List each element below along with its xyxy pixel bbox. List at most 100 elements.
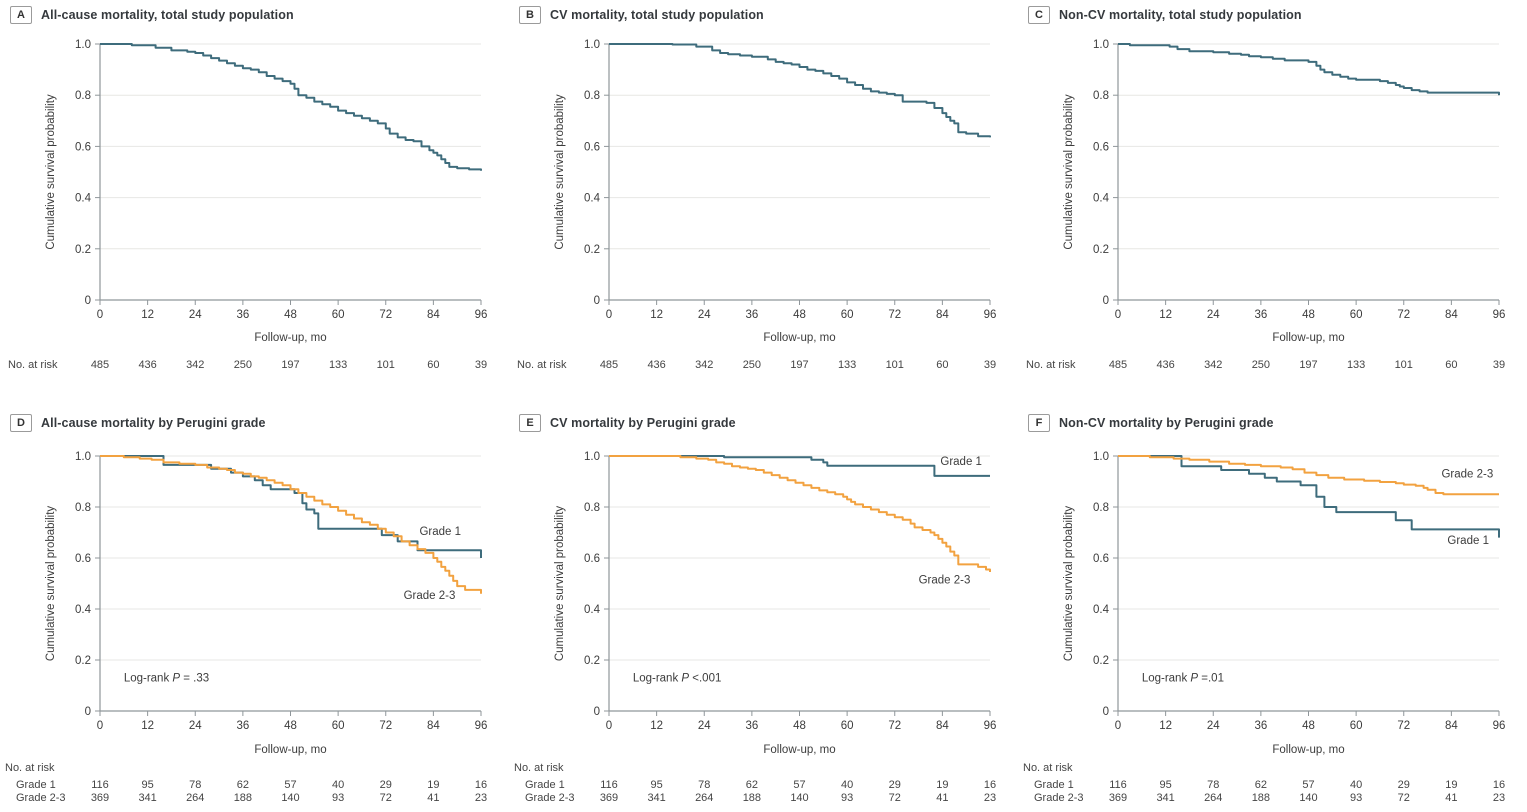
svg-text:Cumulative survival probabilit: Cumulative survival probability	[1063, 94, 1075, 250]
svg-text:0.6: 0.6	[1093, 141, 1109, 153]
svg-text:Grade 2-3: Grade 2-3	[1034, 792, 1084, 804]
svg-text:36: 36	[1254, 309, 1267, 321]
svg-text:0.2: 0.2	[584, 655, 600, 667]
svg-text:0: 0	[594, 706, 600, 718]
svg-text:1.0: 1.0	[75, 39, 91, 51]
svg-text:No. at risk: No. at risk	[5, 762, 55, 774]
svg-text:436: 436	[138, 359, 156, 371]
svg-text:78: 78	[698, 779, 710, 791]
svg-text:24: 24	[1207, 309, 1220, 321]
svg-text:369: 369	[600, 792, 618, 804]
panel-header: D All-cause mortality by Perugini grade	[0, 408, 509, 438]
svg-text:0.8: 0.8	[584, 502, 600, 514]
panel-title: CV mortality by Perugini grade	[550, 416, 736, 430]
svg-text:Follow-up, mo: Follow-up, mo	[254, 332, 326, 344]
x-axis: 0 12 24 36 48 60 72 84 96 Follow-up, mo	[606, 710, 996, 756]
svg-text:93: 93	[332, 792, 344, 804]
svg-text:264: 264	[186, 792, 204, 804]
series-total-study-population	[609, 43, 991, 138]
svg-text:133: 133	[838, 359, 856, 371]
svg-text:116: 116	[600, 779, 618, 791]
svg-text:140: 140	[1299, 792, 1317, 804]
svg-text:96: 96	[1493, 309, 1506, 321]
series-grade-1	[609, 455, 990, 477]
curve-label: Grade 1	[940, 456, 982, 468]
svg-text:250: 250	[743, 359, 761, 371]
svg-text:101: 101	[886, 359, 904, 371]
svg-text:60: 60	[332, 720, 345, 732]
svg-text:0.4: 0.4	[75, 193, 92, 205]
km-chart-svg: 0 0.2 0.4 0.6 0.8 1.0 Cumulative survival prob…	[1023, 451, 1505, 804]
curve-label: Grade 1	[1447, 535, 1489, 547]
svg-text:0.4: 0.4	[75, 604, 92, 616]
y-axis: 0 0.2 0.4 0.6 0.8 1.0 Cumulative survival prob…	[1063, 39, 1119, 307]
svg-text:48: 48	[1302, 309, 1315, 321]
panel-title: CV mortality, total study population	[550, 8, 764, 22]
svg-text:133: 133	[1347, 359, 1365, 371]
svg-text:41: 41	[936, 792, 948, 804]
panel-letter-badge: B	[519, 6, 541, 24]
svg-text:341: 341	[138, 792, 156, 804]
svg-text:116: 116	[91, 779, 109, 791]
svg-text:24: 24	[189, 720, 202, 732]
gridlines	[609, 455, 990, 661]
svg-text:0: 0	[85, 295, 91, 307]
curve-label: Grade 2-3	[1441, 469, 1493, 481]
svg-text:0.2: 0.2	[584, 244, 600, 256]
panel-title: Non-CV mortality by Perugini grade	[1059, 416, 1274, 430]
svg-text:24: 24	[698, 720, 711, 732]
svg-text:116: 116	[1109, 779, 1127, 791]
panel-header: E CV mortality by Perugini grade	[509, 408, 1018, 438]
svg-text:1.0: 1.0	[584, 39, 600, 51]
svg-text:84: 84	[1445, 720, 1458, 732]
svg-text:96: 96	[475, 309, 488, 321]
svg-text:84: 84	[936, 720, 949, 732]
svg-text:0.8: 0.8	[75, 502, 91, 514]
svg-text:133: 133	[329, 359, 347, 371]
svg-text:0: 0	[97, 720, 103, 732]
svg-text:0.4: 0.4	[1093, 604, 1110, 616]
svg-text:0.6: 0.6	[75, 553, 91, 565]
svg-text:197: 197	[281, 359, 299, 371]
km-chart-svg: 0 0.2 0.4 0.6 0.8 1.0 Cumulative survival prob…	[8, 39, 488, 371]
svg-text:Follow-up, mo: Follow-up, mo	[763, 332, 835, 344]
svg-text:485: 485	[1109, 359, 1127, 371]
svg-text:57: 57	[793, 779, 805, 791]
svg-text:29: 29	[889, 779, 901, 791]
svg-text:188: 188	[234, 792, 252, 804]
svg-text:No. at risk: No. at risk	[1023, 762, 1073, 774]
svg-text:0.2: 0.2	[75, 655, 91, 667]
svg-text:Grade 1: Grade 1	[525, 779, 565, 791]
panel-d-all-cause-by-grade: D All-cause mortality by Perugini grade …	[0, 408, 509, 812]
panel-a-all-cause-total: A All-cause mortality, total study popul…	[0, 0, 509, 408]
svg-text:84: 84	[1445, 309, 1458, 321]
y-axis: 0 0.2 0.4 0.6 0.8 1.0 Cumulative survival prob…	[554, 451, 610, 718]
svg-text:0.6: 0.6	[584, 141, 600, 153]
svg-text:0: 0	[1115, 309, 1121, 321]
y-axis: 0 0.2 0.4 0.6 0.8 1.0 Cumulative survival prob…	[45, 39, 101, 307]
svg-text:48: 48	[793, 720, 806, 732]
svg-text:101: 101	[377, 359, 395, 371]
panel-title: All-cause mortality, total study populat…	[41, 8, 294, 22]
svg-text:Follow-up, mo: Follow-up, mo	[254, 744, 326, 756]
svg-text:12: 12	[1159, 309, 1172, 321]
svg-text:96: 96	[984, 309, 997, 321]
svg-text:0.8: 0.8	[1093, 90, 1109, 102]
svg-text:62: 62	[237, 779, 249, 791]
svg-text:0.2: 0.2	[1093, 655, 1109, 667]
svg-text:78: 78	[189, 779, 201, 791]
svg-text:48: 48	[284, 720, 297, 732]
y-axis: 0 0.2 0.4 0.6 0.8 1.0 Cumulative survival prob…	[45, 451, 101, 718]
svg-text:40: 40	[1350, 779, 1362, 791]
svg-text:197: 197	[790, 359, 808, 371]
km-chart-svg: 0 0.2 0.4 0.6 0.8 1.0 Cumulative survival prob…	[1026, 39, 1506, 371]
svg-text:101: 101	[1395, 359, 1413, 371]
x-axis: 0 12 24 36 48 60 72 84 96 Follow-up, mo	[97, 710, 487, 756]
panel-letter-badge: F	[1028, 414, 1050, 432]
svg-text:60: 60	[332, 309, 345, 321]
svg-text:Follow-up, mo: Follow-up, mo	[763, 744, 835, 756]
svg-text:12: 12	[650, 720, 663, 732]
svg-text:0: 0	[97, 309, 103, 321]
svg-text:72: 72	[379, 309, 392, 321]
